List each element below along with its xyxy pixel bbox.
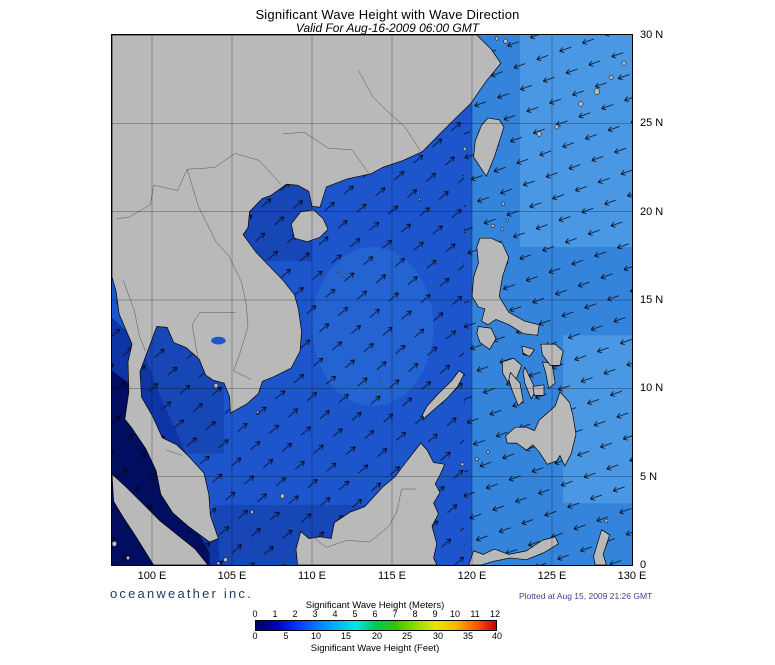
valid-time-subtitle: Valid For Aug-16-2009 06:00 GMT xyxy=(295,21,480,35)
lon-label-125e: 125 E xyxy=(537,570,567,582)
lat-label-20n: 20 N xyxy=(640,206,664,218)
feet-tick: 10 xyxy=(310,631,322,641)
wave-height-colorbar xyxy=(255,620,497,631)
lat-label-25n: 25 N xyxy=(640,117,664,129)
island-mindoro xyxy=(477,327,496,350)
meters-tick: 8 xyxy=(412,609,418,619)
island-panay xyxy=(502,358,521,381)
lat-label-30n: 30 N xyxy=(640,29,664,41)
island-bohol xyxy=(533,385,544,396)
feet-tick: 15 xyxy=(340,631,352,641)
feet-tick: 5 xyxy=(283,631,289,641)
lat-label-5n: 5 N xyxy=(640,471,658,483)
map-svg xyxy=(112,35,632,565)
lon-label-100e: 100 E xyxy=(137,570,167,582)
lat-label-15n: 15 N xyxy=(640,294,664,306)
meters-tick: 6 xyxy=(372,609,378,619)
lake-tonle-sap xyxy=(211,336,226,345)
legend-title-meters: Significant Wave Height (Meters) xyxy=(305,600,445,611)
island-halmahera-tip xyxy=(594,530,610,565)
feet-tick: 35 xyxy=(462,631,474,641)
island-borneo xyxy=(296,443,445,565)
plotted-timestamp: Plotted at Aug 15, 2009 21:26 GMT xyxy=(519,591,653,601)
island-hainan xyxy=(291,210,328,242)
island-sumatra xyxy=(112,474,208,565)
page-title: Significant Wave Height with Wave Direct… xyxy=(255,7,520,22)
island-masbate xyxy=(522,346,535,357)
legend-title-feet: Significant Wave Height (Feet) xyxy=(310,643,440,654)
feet-tick: 0 xyxy=(252,631,258,641)
island-luzon xyxy=(472,238,539,335)
island-palawan xyxy=(422,371,464,419)
feet-tick: 25 xyxy=(401,631,413,641)
feet-tick: 30 xyxy=(432,631,444,641)
meters-tick: 9 xyxy=(432,609,438,619)
meters-tick: 0 xyxy=(252,609,258,619)
oceanweather-logo: oceanweather inc. xyxy=(110,586,253,601)
coastline-china-indochina xyxy=(112,35,501,542)
country-borders xyxy=(117,70,421,547)
lat-label-0: 0 xyxy=(640,559,647,571)
meters-tick: 10 xyxy=(449,609,461,619)
lon-label-130e: 130 E xyxy=(617,570,647,582)
meters-tick: 12 xyxy=(489,609,501,619)
lon-label-110e: 110 E xyxy=(298,570,326,582)
meters-tick: 5 xyxy=(352,609,358,619)
meters-tick: 3 xyxy=(312,609,318,619)
island-negros xyxy=(509,372,523,406)
meters-tick: 7 xyxy=(392,609,398,619)
meters-tick: 1 xyxy=(272,609,278,619)
feet-tick: 20 xyxy=(371,631,383,641)
lon-label-120e: 120 E xyxy=(457,570,487,582)
lon-label-105e: 105 E xyxy=(217,570,247,582)
map-plot-area xyxy=(111,34,633,566)
grid-lines xyxy=(112,35,632,565)
island-sulawesi-tip xyxy=(469,537,559,565)
lat-label-10n: 10 N xyxy=(640,382,664,394)
island-mindanao xyxy=(506,392,576,466)
feet-tick: 40 xyxy=(491,631,503,641)
landmasses xyxy=(112,35,626,565)
lon-label-115e: 115 E xyxy=(378,570,406,582)
small-islands xyxy=(112,37,626,565)
meters-tick: 4 xyxy=(332,609,338,619)
meters-tick: 11 xyxy=(470,609,480,619)
meters-tick: 2 xyxy=(292,609,298,619)
